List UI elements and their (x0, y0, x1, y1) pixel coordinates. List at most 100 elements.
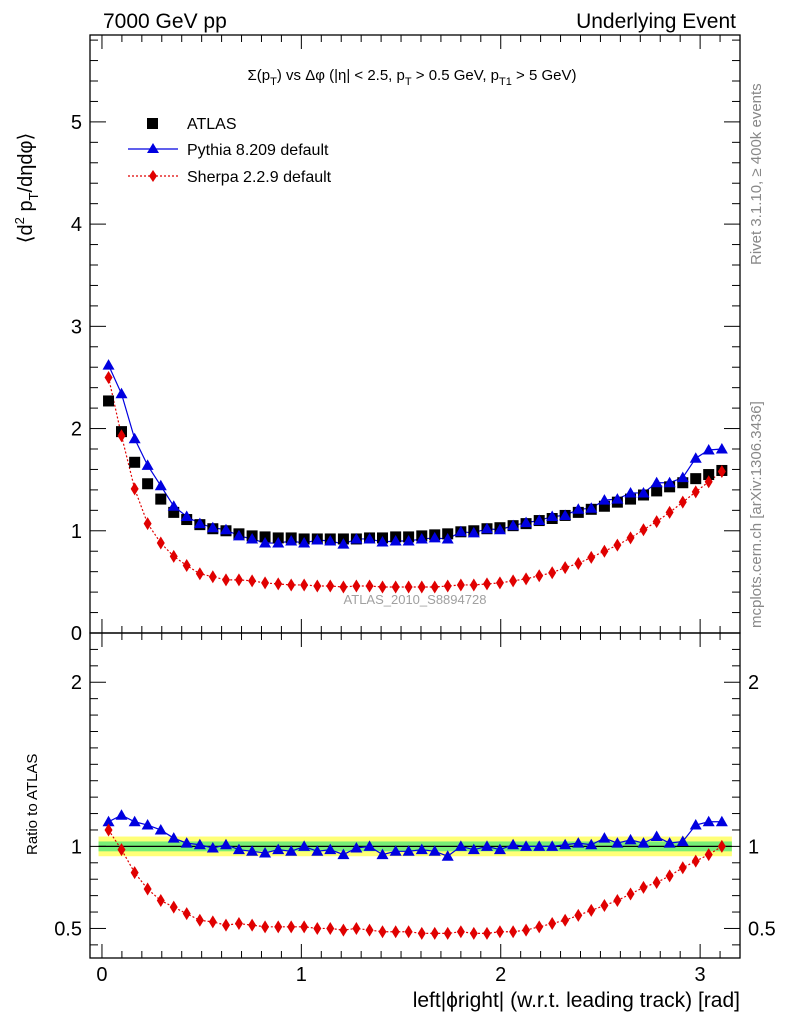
ratio-point-sherpa (626, 887, 635, 901)
ratio-point-pythia (520, 840, 533, 851)
main-point-pythia (193, 517, 206, 529)
main-y-label: ⟨d2 pT/dηdφ⟩ (12, 133, 41, 244)
main-point-pythia (402, 535, 415, 546)
main-point-sherpa (300, 578, 309, 592)
ratio-point-sherpa (482, 926, 491, 940)
main-point-atlas (142, 478, 154, 490)
main-point-pythia (167, 500, 180, 511)
main-point-pythia (337, 538, 350, 549)
ratio-point-pythia (493, 843, 506, 855)
ratio-point-sherpa (169, 900, 178, 914)
watermark: ATLAS_2010_S8894728 (344, 592, 487, 607)
ratio-point-sherpa (117, 843, 126, 857)
ratio-point-pythia (415, 843, 428, 855)
ratio-point-sherpa (522, 923, 531, 937)
main-point-pythia (637, 486, 650, 498)
main-point-pythia (441, 532, 454, 544)
header-right: Underlying Event (576, 10, 736, 33)
y-tick-label-main: 2 (71, 419, 82, 441)
main-point-sherpa (261, 576, 270, 590)
ratio-point-pythia (480, 840, 493, 851)
legend-pythia-label: Pythia 8.209 default (187, 142, 329, 159)
main-point-sherpa (626, 531, 635, 545)
main-point-pythia (546, 510, 559, 521)
main-line-pythia (107, 364, 722, 545)
main-point-pythia (128, 432, 141, 444)
ratio-point-pythia (559, 838, 572, 850)
main-point-sherpa (143, 517, 152, 531)
main-point-pythia (259, 537, 272, 548)
ratio-point-pythia (167, 832, 180, 843)
main-point-pythia (663, 476, 676, 488)
main-point-pythia (702, 444, 715, 455)
ratio-point-pythia (637, 837, 650, 848)
ratio-point-pythia (702, 815, 715, 827)
ratio-point-pythia (624, 833, 637, 845)
main-point-pythia (363, 532, 376, 544)
main-point-sherpa (274, 577, 283, 591)
main-point-sherpa (169, 549, 178, 563)
main-point-sherpa (234, 573, 243, 587)
ratio-point-pythia (585, 838, 598, 850)
legend-pythia-marker (147, 143, 159, 153)
main-point-pythia (154, 479, 167, 491)
ratio-point-pythia (102, 815, 115, 827)
legend-atlas-marker (147, 118, 158, 129)
ratio-point-pythia (572, 837, 585, 848)
x-tick-label: 2 (495, 964, 506, 986)
main-point-sherpa (691, 485, 700, 499)
ratio-point-sherpa (234, 917, 243, 931)
main-point-sherpa (443, 579, 452, 593)
ratio-point-sherpa (574, 908, 583, 922)
main-point-sherpa (117, 429, 126, 443)
main-point-pythia (454, 525, 467, 537)
main-point-sherpa (156, 536, 165, 550)
main-point-pythia (350, 532, 363, 544)
legend-pythia: Pythia 8.209 default (128, 142, 329, 159)
main-point-atlas (625, 493, 637, 505)
ratio-point-pythia (363, 840, 376, 851)
legend: ATLAS Pythia 8.209 default Sherpa 2.2.9 … (128, 116, 332, 186)
rivet-note: Rivet 3.1.10, ≥ 400k events (748, 83, 765, 265)
main-point-sherpa (130, 482, 139, 496)
header-left: 7000 GeV pp (103, 10, 227, 33)
ratio-point-pythia (246, 845, 259, 856)
ratio-point-pythia (128, 815, 141, 827)
main-point-pythia (415, 532, 428, 544)
ratio-point-pythia (350, 842, 363, 853)
ratio-point-pythia (441, 850, 454, 861)
mcplots-note: mcplots.cern.ch [arXiv:1306.3436] (748, 401, 765, 628)
main-point-pythia (533, 514, 546, 526)
main-point-sherpa (417, 580, 426, 594)
ratio-point-sherpa (509, 925, 518, 939)
ratio-point-pythia (219, 838, 232, 850)
y-tick-label-ratio-right: 1 (748, 836, 759, 858)
y-tick-label-ratio-left: 2 (71, 672, 82, 694)
main-point-sherpa (195, 567, 204, 581)
ratio-point-pythia (467, 843, 480, 855)
legend-sherpa: Sherpa 2.2.9 default (128, 169, 332, 186)
main-point-sherpa (535, 569, 544, 583)
main-point-pythia (493, 523, 506, 535)
main-point-atlas (168, 506, 180, 518)
ratio-point-sherpa (287, 920, 296, 934)
x-axis-label: left|ϕright| (w.r.t. leading track) [rad… (413, 989, 740, 1012)
ratio-point-sherpa (143, 882, 152, 896)
ratio-panel-frame (89, 632, 741, 959)
main-point-sherpa (430, 580, 439, 594)
main-point-sherpa (248, 574, 257, 588)
ratio-point-pythia (193, 838, 206, 850)
reference-band (98, 836, 732, 857)
main-point-pythia (115, 387, 128, 399)
main-point-sherpa (639, 523, 648, 537)
main-point-sherpa (587, 550, 596, 564)
ratio-point-pythia (454, 840, 467, 851)
ratio-point-pythia (311, 845, 324, 856)
ratio-point-pythia (298, 840, 311, 851)
main-point-atlas (677, 477, 689, 489)
main-point-pythia (598, 494, 611, 505)
ratio-point-pythia (611, 837, 624, 848)
main-point-pythia (219, 523, 232, 535)
main-point-pythia (102, 359, 115, 370)
main-point-pythia (376, 536, 389, 547)
